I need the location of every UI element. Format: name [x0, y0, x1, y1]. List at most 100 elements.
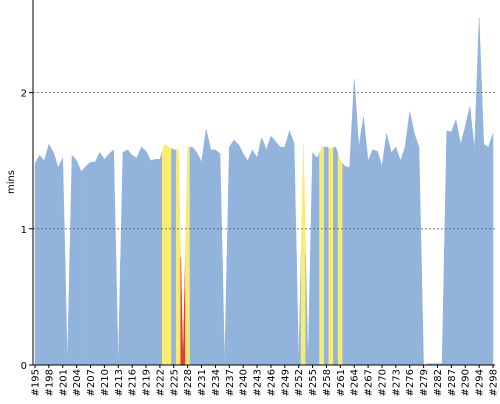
- area-segment: [129, 151, 135, 366]
- area-segment: [333, 146, 339, 366]
- x-tick-label: #222: [155, 369, 166, 396]
- area-segment: [277, 143, 283, 366]
- area-segment: [411, 122, 417, 366]
- x-tick-label: #249: [280, 369, 291, 396]
- area-segment: [180, 256, 186, 366]
- x-tick-label: #219: [142, 369, 153, 396]
- area-segment: [462, 116, 468, 366]
- area-segment: [300, 144, 306, 366]
- area-segment: [273, 138, 279, 366]
- x-tick-label: #225: [169, 369, 180, 396]
- area-segment: [222, 256, 228, 366]
- area-segment: [448, 125, 454, 366]
- y-tick-label: 0: [21, 361, 27, 372]
- area-segment: [402, 129, 408, 366]
- area-segment: [421, 256, 427, 366]
- area-segment: [305, 254, 311, 366]
- x-tick-label: #282: [433, 369, 444, 396]
- area-segment: [74, 157, 80, 366]
- x-tick-label: #264: [350, 369, 361, 396]
- x-tick-label: #273: [391, 369, 402, 396]
- area-segment: [291, 136, 297, 366]
- area-segment: [41, 152, 47, 366]
- area-segment: [323, 146, 330, 366]
- area-segment: [388, 142, 394, 366]
- area-segment: [282, 138, 288, 366]
- area-segment: [157, 151, 163, 366]
- x-tick-label: #204: [72, 369, 83, 396]
- area-segment: [342, 162, 348, 366]
- area-segment: [34, 158, 38, 366]
- x-tick-label: #258: [322, 369, 333, 396]
- area-segment: [69, 154, 75, 366]
- area-segment: [203, 129, 209, 366]
- area-segment: [439, 247, 445, 366]
- y-tick-label: 1: [21, 225, 27, 236]
- area-segment: [245, 155, 251, 366]
- area-segment: [328, 147, 334, 366]
- area-segment: [101, 155, 107, 366]
- area-segment: [259, 136, 265, 366]
- area-segment: [458, 132, 464, 366]
- area-segment: [152, 159, 158, 366]
- area-segment: [476, 17, 482, 366]
- x-tick-label: #234: [211, 369, 222, 396]
- x-tick-label: #279: [419, 369, 430, 396]
- area-segment: [254, 147, 260, 366]
- area-segment: [263, 142, 269, 366]
- area-segment: [231, 139, 237, 366]
- area-segment: [249, 149, 255, 366]
- area-segment: [124, 149, 131, 366]
- area-segment: [240, 149, 246, 366]
- x-tick-label: #213: [114, 369, 125, 396]
- x-tick-label: #237: [225, 369, 236, 396]
- area-segment: [60, 157, 66, 366]
- area-segment: [370, 149, 376, 366]
- y-axis-label: mins: [6, 170, 17, 194]
- area-segment: [46, 143, 52, 366]
- x-tick-label: #298: [489, 369, 500, 396]
- area-segment: [185, 146, 191, 366]
- area-segment: [393, 146, 399, 366]
- area-segment: [83, 163, 89, 366]
- area-segment: [143, 148, 149, 366]
- area-segment: [50, 147, 57, 366]
- area-segment: [55, 159, 61, 366]
- area-segment: [481, 81, 487, 366]
- area-segment: [226, 142, 232, 366]
- area-segment: [37, 154, 43, 366]
- area-segment: [453, 118, 459, 366]
- area-segment: [379, 149, 385, 366]
- area-segment: [198, 145, 205, 366]
- area-segment: [351, 78, 357, 366]
- x-tick-label: #195: [31, 369, 42, 396]
- area-segment: [356, 113, 362, 366]
- area-segment: [467, 106, 473, 366]
- x-tick-label: #287: [447, 369, 458, 396]
- x-tick-label: #267: [364, 369, 375, 396]
- area-segment: [64, 260, 70, 366]
- x-tick-label: #294: [475, 369, 486, 396]
- x-tick-label: #276: [405, 369, 416, 396]
- area-segment: [314, 152, 320, 366]
- x-tick-label: #240: [239, 369, 250, 396]
- x-tick-label: #270: [377, 369, 388, 396]
- area-segment: [175, 149, 181, 366]
- area-segment: [138, 146, 144, 366]
- area-segment: [347, 123, 353, 366]
- area-segment: [148, 155, 154, 366]
- x-tick-label: #252: [294, 369, 305, 396]
- area-segment: [485, 140, 491, 366]
- area-segment: [407, 111, 413, 366]
- x-tick-label: #246: [266, 369, 277, 396]
- area-segment: [365, 138, 371, 366]
- x-tick-label: #198: [44, 369, 55, 396]
- area-segment: [471, 83, 478, 366]
- area-segment: [217, 151, 223, 366]
- area-segment: [161, 143, 168, 366]
- area-segment: [490, 133, 494, 366]
- area-segment: [111, 149, 117, 366]
- area-segment: [166, 145, 172, 366]
- x-tick-label: #255: [308, 369, 319, 396]
